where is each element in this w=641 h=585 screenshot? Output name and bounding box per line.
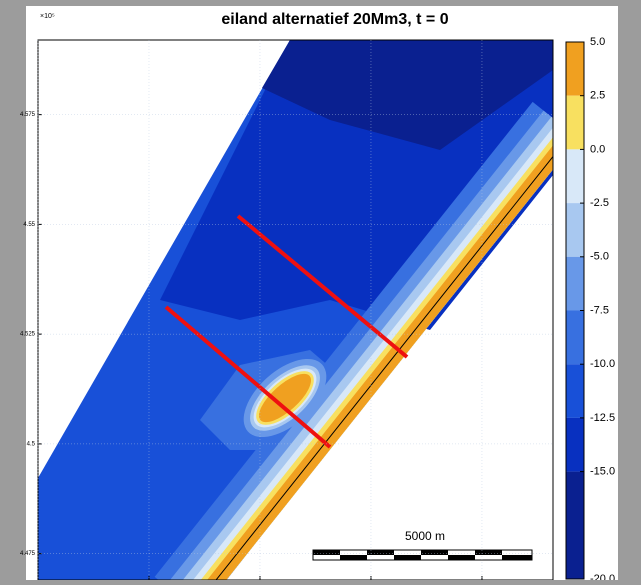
colorbar-tick-label: -5.0 xyxy=(590,251,609,263)
contour-band xyxy=(193,127,553,580)
y-tick-label: 4.475 xyxy=(20,551,36,557)
island xyxy=(258,373,312,423)
colorbar-tick-label: -7.5 xyxy=(590,304,609,316)
contour-band xyxy=(182,116,553,580)
colorbar-segment xyxy=(566,42,584,96)
contour-band xyxy=(200,137,553,580)
y-tick-label: 4.55 xyxy=(23,222,35,228)
colorbar-tick-label: -20.0 xyxy=(590,573,615,580)
transect xyxy=(164,305,332,449)
colorbar-tick-label: 0.0 xyxy=(590,143,605,155)
contour-band xyxy=(154,101,553,580)
colorbar-segment xyxy=(566,310,584,365)
scale-bar xyxy=(312,549,533,561)
y-tick-label: 4.525 xyxy=(20,332,36,338)
colorbar-segment xyxy=(566,95,584,150)
transect xyxy=(236,214,409,359)
colorbar-tick-label: 2.5 xyxy=(590,90,605,102)
colorbar-segment xyxy=(566,203,584,257)
coastline xyxy=(215,155,553,580)
y-tick-label: 4.5 xyxy=(27,441,36,447)
colorbar-segment xyxy=(566,471,584,579)
colorbar-tick-label: -10.0 xyxy=(590,358,615,370)
contour-band xyxy=(170,110,553,580)
scale-bar-label: 5000 m xyxy=(405,529,445,543)
chart-title: eiland alternatief 20Mm3, t = 0 xyxy=(221,11,448,28)
colorbar-segment xyxy=(566,256,584,311)
axis-multiplier: ×10⁵ xyxy=(40,13,55,20)
colorbar-segment xyxy=(566,149,584,204)
colorbar-tick-label: -15.0 xyxy=(590,466,615,478)
colorbar-tick-label: 5.0 xyxy=(590,36,605,48)
colorbar-tick-label: -2.5 xyxy=(590,197,609,209)
contour-region xyxy=(262,40,553,150)
colorbar-tick-label: -12.5 xyxy=(590,412,615,424)
colorbar-segment xyxy=(566,364,584,418)
y-tick-label: 4.575 xyxy=(20,112,36,118)
contour-band xyxy=(207,145,553,580)
colorbar-segment xyxy=(566,417,584,472)
contour-map xyxy=(38,40,553,580)
